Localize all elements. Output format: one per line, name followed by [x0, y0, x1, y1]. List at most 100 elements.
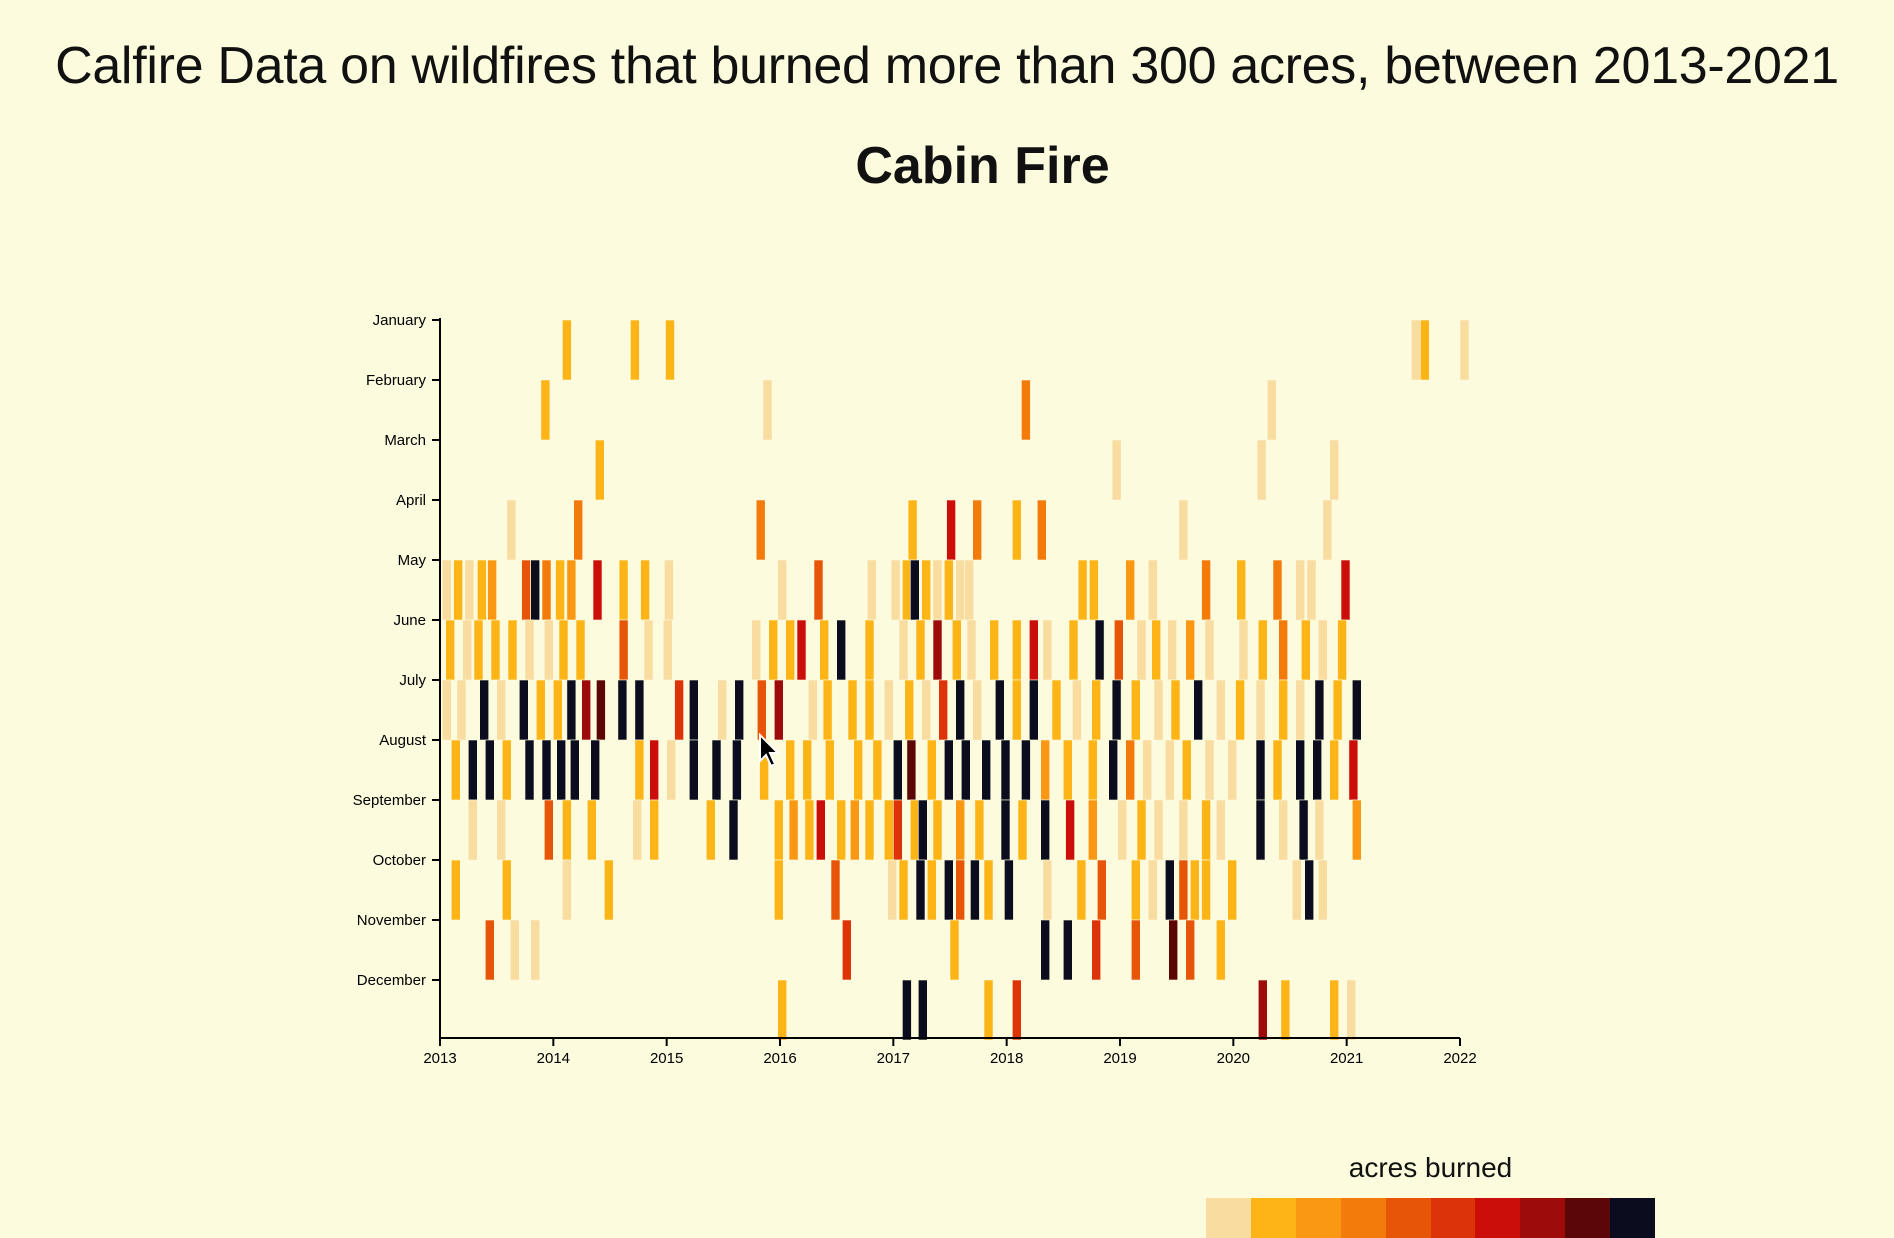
axes: January February March April May June July Augu… [353, 312, 1477, 1067]
heatmap-cell [506, 499, 517, 561]
heatmap-cell [592, 559, 603, 621]
heatmap-cell [555, 559, 565, 621]
heatmap-cell [866, 559, 877, 621]
heatmap-cell [1204, 739, 1215, 801]
heatmap-cell [906, 739, 917, 801]
heatmap-cell [1227, 859, 1237, 921]
heatmap-cell [887, 859, 898, 921]
heatmap-cell [898, 619, 909, 681]
heatmap-cell [666, 739, 677, 801]
heatmap-cell [543, 799, 554, 861]
heatmap-cell [1348, 739, 1359, 801]
heatmap-cell [1312, 739, 1322, 801]
heatmap-cell [932, 799, 943, 861]
heatmap-cell [518, 679, 529, 741]
heatmap-cell [1094, 619, 1105, 681]
heatmap-cell [634, 679, 645, 741]
heatmap-cell [1165, 739, 1175, 801]
heatmap-cell [1267, 379, 1277, 441]
heatmap-cell [575, 619, 586, 681]
heatmap-cell [1114, 619, 1124, 681]
heatmap-cell [1459, 319, 1470, 381]
heatmap-cell [590, 739, 601, 801]
heatmap-cell [824, 739, 835, 801]
heatmap-cell [649, 799, 660, 861]
legend-swatch [1295, 1198, 1341, 1238]
heatmap-cell [1340, 559, 1351, 621]
heatmap-cell [496, 799, 507, 861]
heatmap-cell [909, 559, 920, 621]
x-tick-label: 2021 [1330, 1050, 1363, 1067]
selected-fire-name: Cabin Fire [855, 137, 1110, 195]
heatmap-cell [1136, 799, 1147, 861]
heatmap-cell [487, 559, 497, 621]
heatmap-cell [501, 739, 512, 801]
heatmap-cell [1280, 979, 1291, 1041]
heatmap-cell [1216, 919, 1226, 981]
heatmap-cell [1153, 679, 1164, 741]
heatmap-cell [1420, 319, 1430, 381]
heatmap-cell [662, 619, 673, 681]
heatmap-cell [1011, 619, 1022, 681]
heatmap-cell [462, 619, 473, 681]
heatmap-cell [1000, 799, 1011, 861]
heatmap-cell [970, 859, 980, 921]
heatmap-cell [1051, 679, 1062, 741]
heatmap-cell [484, 739, 495, 801]
heatmap-cell [1011, 499, 1022, 561]
heatmap-cell [804, 799, 815, 861]
heatmap-cell [1011, 979, 1022, 1041]
heatmap-cell [1091, 679, 1101, 741]
heatmap-cell [915, 619, 926, 681]
heatmap-cell [1088, 799, 1098, 861]
heatmap-cell [815, 799, 826, 861]
heatmap-cell [872, 739, 883, 801]
heatmap-cell [864, 799, 875, 861]
heatmap-cell [617, 679, 628, 741]
x-tick-label: 2022 [1443, 1050, 1476, 1067]
x-tick-label: 2020 [1217, 1050, 1250, 1067]
heatmap-cell [1301, 619, 1311, 681]
heatmap-cell [562, 319, 572, 381]
heatmap-cell [943, 559, 954, 621]
heatmap-cell [917, 979, 928, 1041]
heatmap-cell [883, 679, 894, 741]
heatmap-cell [921, 679, 932, 741]
heatmap-cell [847, 679, 858, 741]
heatmap-cell [1318, 619, 1328, 681]
heatmap-cell [1272, 559, 1283, 621]
heatmap-cell [524, 739, 535, 801]
heatmap-cell [751, 619, 762, 681]
heatmap-cell [1042, 859, 1053, 921]
heatmap-cell [603, 859, 614, 921]
x-tick-label: 2016 [763, 1050, 796, 1067]
heatmap-cell [634, 739, 645, 801]
heatmap-cell [1258, 979, 1268, 1041]
heatmap-cell [822, 679, 833, 741]
heatmap-cell [1017, 799, 1028, 861]
heatmap-cell [1216, 799, 1226, 861]
legend-swatch [1385, 1198, 1431, 1238]
heatmap-cell [490, 619, 501, 681]
heatmap-cell [849, 799, 860, 861]
heatmap-cell [756, 679, 767, 741]
heatmap-cell [1314, 679, 1325, 741]
heatmap-cell [1029, 619, 1039, 681]
heatmap-cell [618, 559, 629, 621]
heatmap-cell [917, 799, 928, 861]
y-tick-label: March [384, 432, 426, 449]
heatmap-cell [732, 739, 742, 801]
heatmap-cell [981, 739, 992, 801]
heatmap-cell [1238, 619, 1249, 681]
heatmap-cell [1201, 859, 1211, 921]
heatmap-cell [955, 859, 966, 921]
y-tick-label: August [379, 732, 427, 749]
heatmap-cell [643, 619, 654, 681]
heatmap-cell [1117, 799, 1127, 861]
heatmap-cell [1097, 859, 1107, 921]
heatmap-cell [1292, 859, 1302, 921]
heatmap-cell [1352, 799, 1362, 861]
heatmap-cell [1125, 559, 1135, 621]
heatmap-cell [1072, 679, 1082, 741]
heatmap-cell [788, 799, 799, 861]
